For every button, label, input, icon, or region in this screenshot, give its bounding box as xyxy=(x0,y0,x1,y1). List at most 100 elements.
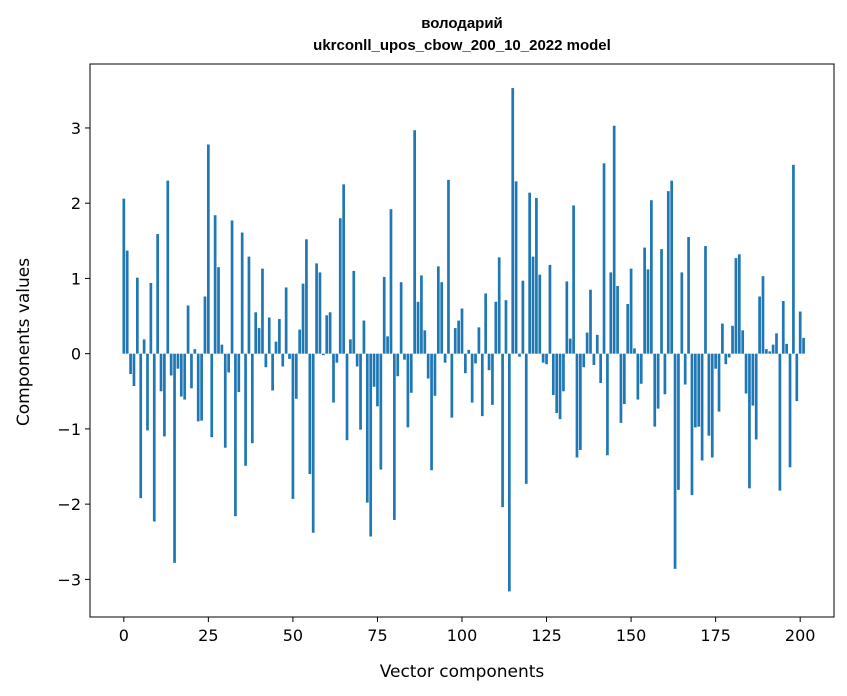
bar-172 xyxy=(704,246,707,354)
bar-183 xyxy=(741,330,745,354)
bar-66 xyxy=(345,353,349,441)
bar-171 xyxy=(700,353,704,461)
bar-81 xyxy=(396,353,400,377)
bar-89 xyxy=(423,330,427,354)
bar-120 xyxy=(528,192,531,354)
bar-68 xyxy=(352,270,356,354)
bar-121 xyxy=(531,256,535,354)
bar-148 xyxy=(622,353,626,405)
bar-129 xyxy=(558,353,562,420)
bar-111 xyxy=(497,257,501,354)
bar-101 xyxy=(464,353,467,374)
bar-74 xyxy=(372,353,376,387)
bar-197 xyxy=(788,353,792,468)
bar-40 xyxy=(257,328,261,354)
bar-49 xyxy=(288,353,291,359)
bar-112 xyxy=(501,353,504,508)
bar-46 xyxy=(278,319,281,354)
chart-title: володарий xyxy=(421,15,503,32)
bar-128 xyxy=(555,353,559,414)
bar-144 xyxy=(609,272,613,354)
bar-80 xyxy=(393,353,396,520)
bar-95 xyxy=(443,353,447,363)
x-tick-label: 175 xyxy=(700,626,731,645)
bar-79 xyxy=(389,209,393,354)
bar-177 xyxy=(721,323,724,354)
bar-36 xyxy=(244,353,247,466)
bars-group xyxy=(122,88,805,592)
y-axis-label: Components values xyxy=(14,258,34,426)
bar-73 xyxy=(369,353,373,537)
bar-191 xyxy=(768,351,772,354)
bar-39 xyxy=(254,312,258,354)
y-axis-ticks: −3 −2 −1 0 1 2 3 xyxy=(57,119,90,589)
bar-147 xyxy=(619,353,623,423)
x-tick-label: 100 xyxy=(447,626,478,645)
bar-30 xyxy=(223,353,227,448)
bar-176 xyxy=(717,353,721,412)
bar-175 xyxy=(714,353,717,369)
bar-152 xyxy=(636,353,640,400)
bar-94 xyxy=(440,282,444,354)
bar-106 xyxy=(480,353,484,417)
bar-199 xyxy=(795,353,799,402)
bar-113 xyxy=(504,300,508,354)
bar-132 xyxy=(568,338,572,354)
bar-114 xyxy=(507,353,511,592)
bar-58 xyxy=(318,272,322,354)
bar-200 xyxy=(798,311,802,354)
bar-160 xyxy=(663,353,667,395)
bar-7 xyxy=(146,353,149,431)
bar-108 xyxy=(487,353,491,371)
bar-188 xyxy=(758,296,761,354)
bar-136 xyxy=(582,353,586,368)
bar-71 xyxy=(362,320,366,354)
bar-159 xyxy=(660,249,663,354)
bar-77 xyxy=(382,276,386,354)
bar-10 xyxy=(156,234,159,354)
bar-133 xyxy=(572,205,575,354)
bar-130 xyxy=(562,353,565,392)
bar-138 xyxy=(589,289,592,354)
bar-190 xyxy=(765,349,768,354)
bar-76 xyxy=(379,353,383,470)
bar-11 xyxy=(159,353,163,392)
bar-161 xyxy=(666,191,670,354)
bar-186 xyxy=(751,353,755,406)
bar-105 xyxy=(477,327,481,354)
bar-3 xyxy=(132,353,136,387)
x-tick-label: 75 xyxy=(367,626,387,645)
y-tick-label: 0 xyxy=(71,345,81,364)
bar-29 xyxy=(220,344,224,354)
bar-14 xyxy=(169,353,173,376)
bar-153 xyxy=(639,353,643,384)
bar-27 xyxy=(213,215,217,354)
bar-158 xyxy=(656,353,660,409)
bar-168 xyxy=(690,353,694,496)
bar-59 xyxy=(321,353,325,356)
bar-72 xyxy=(365,353,369,503)
bar-109 xyxy=(491,353,494,405)
bar-19 xyxy=(186,305,190,354)
bar-115 xyxy=(511,88,515,354)
bar-127 xyxy=(551,353,555,396)
bar-50 xyxy=(291,353,295,499)
bar-193 xyxy=(775,333,778,354)
bar-56 xyxy=(311,353,315,533)
bar-2 xyxy=(129,353,132,374)
bar-13 xyxy=(166,180,170,354)
bar-154 xyxy=(643,247,646,354)
bar-139 xyxy=(592,353,596,365)
y-tick-label: 3 xyxy=(71,119,81,138)
bar-155 xyxy=(646,269,650,354)
bar-135 xyxy=(579,353,582,450)
x-tick-label: 50 xyxy=(283,626,303,645)
bar-63 xyxy=(335,353,339,363)
bar-37 xyxy=(247,256,251,354)
bar-151 xyxy=(633,348,636,354)
y-tick-label: −3 xyxy=(57,570,81,589)
bar-143 xyxy=(606,353,609,456)
bar-75 xyxy=(376,353,379,407)
bar-107 xyxy=(484,293,488,354)
y-tick-label: 2 xyxy=(71,194,81,213)
